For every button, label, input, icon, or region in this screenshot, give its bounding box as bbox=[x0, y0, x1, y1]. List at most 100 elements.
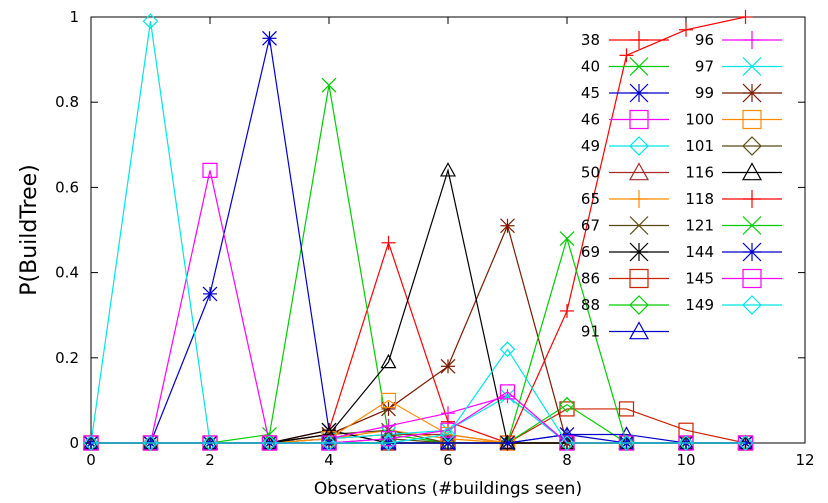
legend-entry-49: 49 bbox=[581, 136, 669, 156]
legend-entry-45: 45 bbox=[581, 83, 669, 103]
legend-swatch-marker bbox=[741, 162, 763, 181]
data-point bbox=[380, 435, 397, 451]
legend-swatch-marker bbox=[629, 57, 649, 76]
data-point bbox=[500, 218, 515, 234]
legend-label: 100 bbox=[685, 111, 714, 129]
data-point bbox=[381, 235, 396, 250]
series-line bbox=[91, 240, 746, 444]
data-point bbox=[441, 406, 455, 421]
series-line bbox=[91, 438, 746, 444]
series-116 bbox=[82, 162, 754, 450]
data-point bbox=[618, 435, 635, 451]
y-tick-label: 0 bbox=[69, 434, 79, 452]
series-67 bbox=[83, 422, 753, 451]
legend-swatch-marker bbox=[742, 242, 762, 262]
series-line bbox=[91, 223, 746, 444]
legend-entry-116: 116 bbox=[685, 162, 782, 182]
data-point bbox=[499, 384, 516, 400]
legend-label: 116 bbox=[685, 164, 714, 182]
data-point bbox=[83, 435, 99, 451]
legend-label: 49 bbox=[581, 137, 600, 155]
data-point bbox=[678, 435, 694, 451]
data-point bbox=[440, 426, 456, 443]
legend-label: 99 bbox=[695, 84, 714, 102]
legend-entry-86: 86 bbox=[581, 268, 669, 289]
legend-entry-97: 97 bbox=[695, 57, 782, 76]
series-118 bbox=[84, 10, 753, 450]
legend-swatch-marker bbox=[629, 268, 649, 289]
x-tick-label: 4 bbox=[324, 451, 334, 469]
data-point bbox=[679, 22, 693, 37]
legend-swatch-marker bbox=[629, 295, 649, 315]
legend-swatch-marker bbox=[630, 31, 648, 49]
legend-swatch-marker bbox=[743, 31, 761, 49]
data-point bbox=[380, 392, 397, 408]
legend-label: 96 bbox=[695, 31, 714, 49]
data-point bbox=[559, 231, 575, 246]
legend-label: 45 bbox=[581, 84, 600, 102]
legend-swatch-marker bbox=[742, 57, 762, 76]
legend-entry-40: 40 bbox=[581, 57, 669, 76]
legend-label: 65 bbox=[581, 190, 600, 208]
legend-swatch-marker bbox=[629, 242, 649, 262]
x-tick-label: 0 bbox=[86, 451, 96, 469]
series-91 bbox=[82, 426, 754, 450]
x-tick-label: 8 bbox=[562, 451, 572, 469]
legend-swatch-marker bbox=[743, 190, 761, 208]
y-tick-label: 0.4 bbox=[55, 264, 79, 282]
legend-label: 97 bbox=[695, 58, 714, 76]
legend-swatch-marker bbox=[629, 136, 649, 156]
legend-label: 91 bbox=[581, 323, 600, 341]
legend-entry-50: 50 bbox=[581, 162, 669, 182]
legend-label: 40 bbox=[581, 58, 600, 76]
legend-label: 67 bbox=[581, 217, 600, 235]
data-point bbox=[619, 48, 634, 63]
legend-entry-91: 91 bbox=[581, 321, 669, 341]
data-point bbox=[499, 341, 516, 358]
legend-entry-101: 101 bbox=[685, 136, 782, 156]
legend-entry-149: 149 bbox=[685, 295, 782, 315]
legend: 38 40 45 46 49 50 65 67 69 86 88 91 96 97 99 100 101 116 1… bbox=[581, 31, 782, 341]
series-46 bbox=[83, 162, 754, 451]
data-point bbox=[439, 162, 457, 177]
data-point bbox=[381, 401, 396, 417]
legend-entry-88: 88 bbox=[581, 295, 669, 315]
legend-entry-121: 121 bbox=[685, 216, 782, 235]
legend-label: 118 bbox=[685, 190, 714, 208]
legend-swatch-marker bbox=[742, 136, 762, 156]
series-100 bbox=[83, 392, 754, 451]
data-point bbox=[737, 435, 754, 451]
legend-entry-96: 96 bbox=[695, 31, 782, 49]
legend-label: 69 bbox=[581, 243, 600, 261]
data-point bbox=[321, 435, 337, 451]
x-tick-label: 2 bbox=[205, 451, 215, 469]
legend-label: 46 bbox=[581, 111, 600, 129]
series-line bbox=[91, 168, 746, 444]
data-point bbox=[618, 401, 635, 417]
series-line bbox=[91, 170, 746, 444]
series-88 bbox=[83, 396, 754, 451]
legend-label: 86 bbox=[581, 270, 600, 288]
legend-label: 38 bbox=[581, 31, 600, 49]
legend-entry-118: 118 bbox=[685, 190, 782, 208]
data-point bbox=[559, 435, 575, 451]
data-point bbox=[558, 434, 576, 450]
data-point bbox=[321, 77, 337, 93]
data-point bbox=[202, 435, 218, 451]
legend-label: 149 bbox=[685, 296, 714, 314]
legend-swatch-marker bbox=[629, 109, 649, 130]
data-point bbox=[560, 303, 574, 318]
data-point bbox=[380, 431, 397, 447]
data-point bbox=[142, 435, 159, 451]
data-point bbox=[559, 396, 575, 413]
data-point bbox=[440, 358, 456, 374]
data-point bbox=[500, 435, 515, 451]
legend-label: 144 bbox=[685, 243, 714, 261]
legend-entry-100: 100 bbox=[685, 109, 782, 130]
series-line bbox=[91, 348, 746, 444]
x-axis-label: Observations (#buildings seen) bbox=[314, 479, 582, 499]
data-point bbox=[738, 10, 753, 24]
data-point bbox=[380, 353, 397, 369]
y-axis-label: P(BuildTree) bbox=[17, 164, 42, 296]
legend-swatch-marker bbox=[629, 216, 649, 235]
